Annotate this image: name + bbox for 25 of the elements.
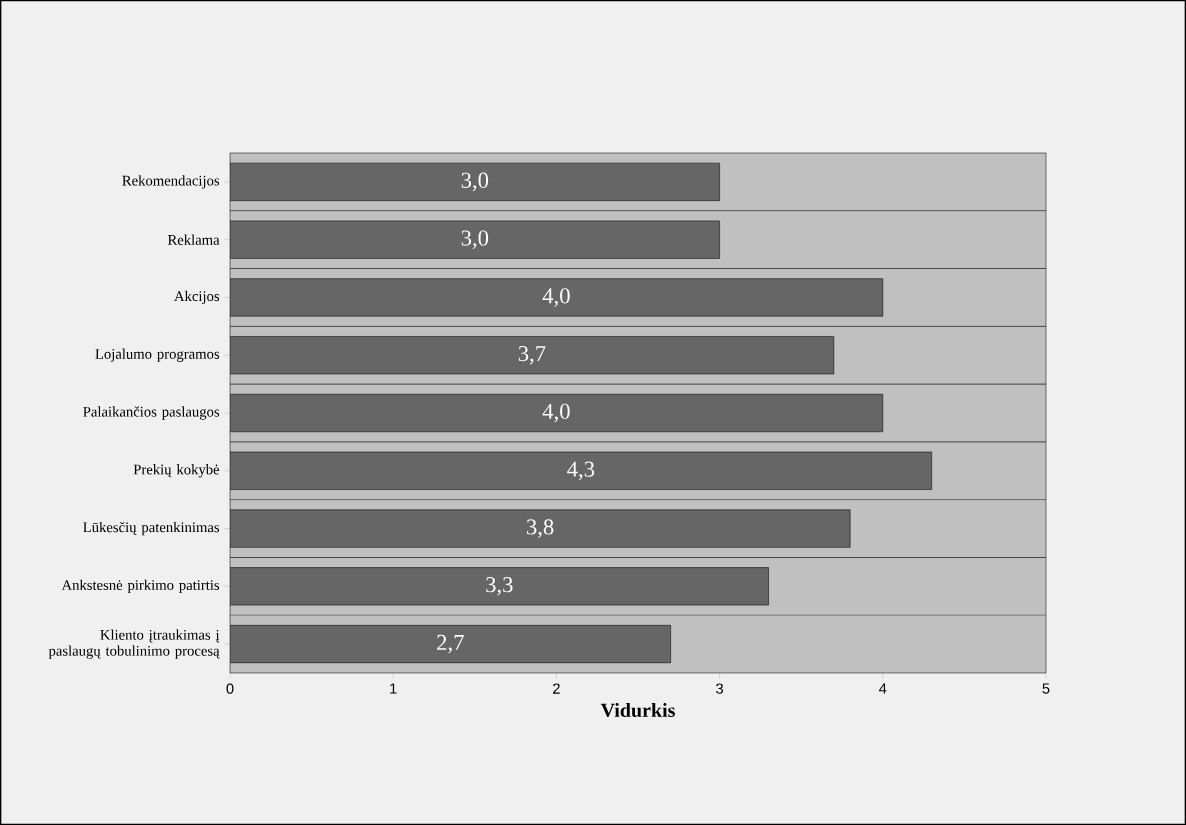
data-label: 3,7	[518, 345, 546, 365]
data-label: 3,3	[486, 577, 513, 596]
x-tick-label: 4	[879, 683, 887, 694]
x-tick-label: 2	[553, 683, 560, 694]
y-tick-label: Reklama	[167, 234, 220, 245]
x-axis-title: Vidurkis	[600, 702, 675, 718]
data-label: 4,0	[542, 288, 570, 307]
y-tick-label: Rekomendacijos	[122, 175, 220, 189]
data-label: 4,0	[542, 403, 570, 423]
y-tick-label: Lojalumo programos	[95, 348, 220, 362]
x-tick-label: 5	[1042, 683, 1050, 694]
data-label: 4,3	[567, 461, 595, 481]
data-label: 3,0	[461, 230, 489, 249]
x-tick-label: 1	[390, 683, 397, 694]
y-tick-label: Prekių kokybė	[133, 464, 220, 478]
y-tick-label: Palaikančios paslaugos	[83, 406, 220, 420]
y-tick-label: Kliento įtraukimas į paslaugų tobulinimo procesą	[48, 629, 220, 659]
data-label: 3,0	[461, 172, 489, 192]
y-tick-label: Akcijos	[174, 290, 220, 305]
y-tick-label: Ankstesnė pirkimo patirtis	[61, 579, 220, 593]
data-label: 3,8	[527, 519, 554, 538]
data-label: 2,7	[437, 634, 464, 654]
y-tick-label: Lūkesčių patenkinimas	[83, 521, 220, 536]
x-tick-label: 0	[226, 683, 234, 694]
x-tick-label: 3	[716, 683, 724, 694]
